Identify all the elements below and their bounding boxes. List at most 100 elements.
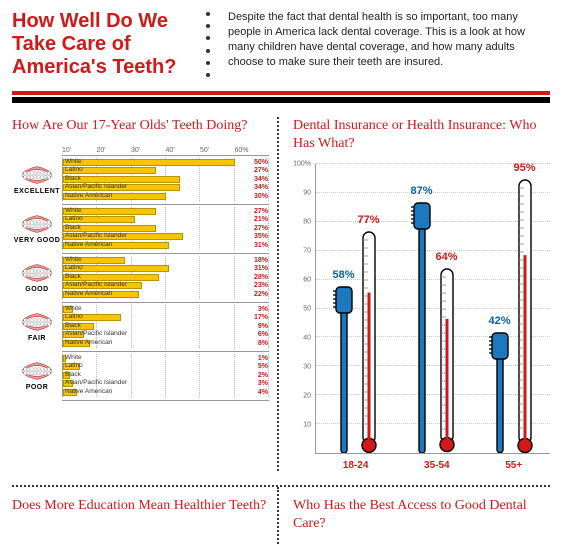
demographic-label: White [65,207,82,214]
bar-value: 9% [255,323,269,330]
right-panel: Dental Insurance or Health Insurance: Wh… [277,117,550,471]
teeth-icon [20,164,54,186]
health-pct: 77% [357,214,379,226]
bar-row: Asian/Pacific Islander 3% [63,380,269,388]
demographic-label: Black [65,273,81,280]
demographic-label: White [65,354,82,361]
y-tick: 90 [303,190,311,197]
bar-row: Native American 31% [63,241,269,249]
bar-row: Asian/Pacific Islander6% [63,331,269,339]
left-panel: How Are Our 17-Year Olds' Teeth Doing? 1… [12,117,277,471]
bar-row: Asian/Pacific Islander35% [63,233,269,241]
demographic-label: Latino [65,362,83,369]
age-label: 55+ [505,460,522,471]
left-subhead: How Are Our 17-Year Olds' Teeth Doing? [12,117,269,135]
age-label: 18-24 [343,460,369,471]
bar-value: 4% [255,389,269,396]
bar-value: 18% [251,257,269,264]
red-divider [12,91,550,95]
dental-pct: 87% [410,185,432,197]
y-tick: 60 [303,277,311,284]
x-axis: 10'20'30'40'50'60% [62,147,269,156]
bar-value: 27% [251,225,269,232]
y-tick: 20 [303,393,311,400]
bar-value: 31% [251,242,269,249]
demographic-label: White [65,305,82,312]
group-label: POOR [26,384,49,391]
bar-row: Latino 17% [63,314,269,322]
black-divider [12,97,550,103]
dental-pct: 58% [332,269,354,281]
bar-value: 50% [251,159,269,166]
bar-value: 27% [251,167,269,174]
group-label: VERY GOOD [14,237,61,244]
rating-group: VERY GOOD White 27%Latino21%Black 27%Asian/… [12,207,269,250]
bar-row: Latino 5% [63,363,269,371]
y-tick: 80 [303,219,311,226]
intro-text: Despite the fact that dental health is s… [228,10,550,79]
bar-value: 17% [251,314,269,321]
insurance-chart: 100%908070605040302010 58% 77% 87% [293,164,550,454]
bar-row: Native American8% [63,339,269,347]
bar-row: Black9% [63,322,269,330]
bar-row: Native American22% [63,290,269,298]
bar-value: 6% [255,331,269,338]
teeth-icon [20,360,54,382]
bar-row: Black34% [63,175,269,183]
bar-value: 3% [255,380,269,387]
y-tick: 100% [293,161,311,168]
bar-row: Latino21% [63,216,269,224]
demographic-label: Asian/Pacific Islander [65,183,127,190]
rating-group: EXCELLENTWhite50%Latino27%Black34%Asian/… [12,158,269,201]
group-label: GOOD [25,286,48,293]
bar-value: 35% [251,233,269,240]
demographic-label: Black [65,224,81,231]
bar-row: Latino 27% [63,167,269,175]
rating-group: POORWhite1%Latino5%Black2%Asian/Pacific … [12,354,269,397]
teeth-icon [20,213,54,235]
bar-value: 2% [255,372,269,379]
bar-row: Native American 4% [63,388,269,396]
bar-value: 30% [251,193,269,200]
bar-row: Black 27% [63,224,269,232]
thermometer-icon: 64% [438,267,456,453]
bar-row: Black 28% [63,273,269,281]
age-pair: 87% 64% [411,201,456,453]
y-tick: 10 [303,422,311,429]
demographic-label: Native American [65,241,112,248]
demographic-label: Black [65,371,81,378]
teeth-icon [20,262,54,284]
demographic-label: Latino [65,215,83,222]
bar-row: White 18% [63,256,269,264]
footer-left-subhead: Does More Education Mean Healthier Teeth… [12,497,269,515]
bar-value: 34% [251,184,269,191]
health-pct: 95% [513,162,535,174]
bar-value: 22% [251,291,269,298]
age-label: 35-54 [424,460,450,471]
group-label: EXCELLENT [14,188,60,195]
demographic-label: Latino [65,313,83,320]
rating-group: FAIRWhite3%Latino17%Black9%Asian/Pacific… [12,305,269,348]
bar-value: 1% [255,355,269,362]
demographic-label: Latino [65,264,83,271]
toothbrush-icon: 87% [411,201,433,453]
bar-value: 3% [255,306,269,313]
bar-value: 5% [255,363,269,370]
bar-value: 28% [251,274,269,281]
demographic-label: Latino [65,166,83,173]
bar-row: Asian/Pacific Islander 23% [63,282,269,290]
rating-group: GOODWhite18%Latino31%Black28%Asian/Pacif… [12,256,269,299]
demographic-label: Asian/Pacific Islander [65,281,127,288]
bar-value: 31% [251,265,269,272]
y-tick: 50 [303,306,311,313]
vertical-dots [206,10,214,79]
demographic-label: Asian/Pacific Islander [65,379,127,386]
demographic-label: Native American [65,192,112,199]
bar-row: Black 2% [63,371,269,379]
y-tick: 70 [303,248,311,255]
bar-value: 23% [251,282,269,289]
demographic-label: White [65,256,82,263]
teeth-bar-chart: 10'20'30'40'50'60% EXCELLENTWhite50%Lati… [12,147,269,401]
demographic-label: Native American [65,388,112,395]
dental-pct: 42% [488,315,510,327]
